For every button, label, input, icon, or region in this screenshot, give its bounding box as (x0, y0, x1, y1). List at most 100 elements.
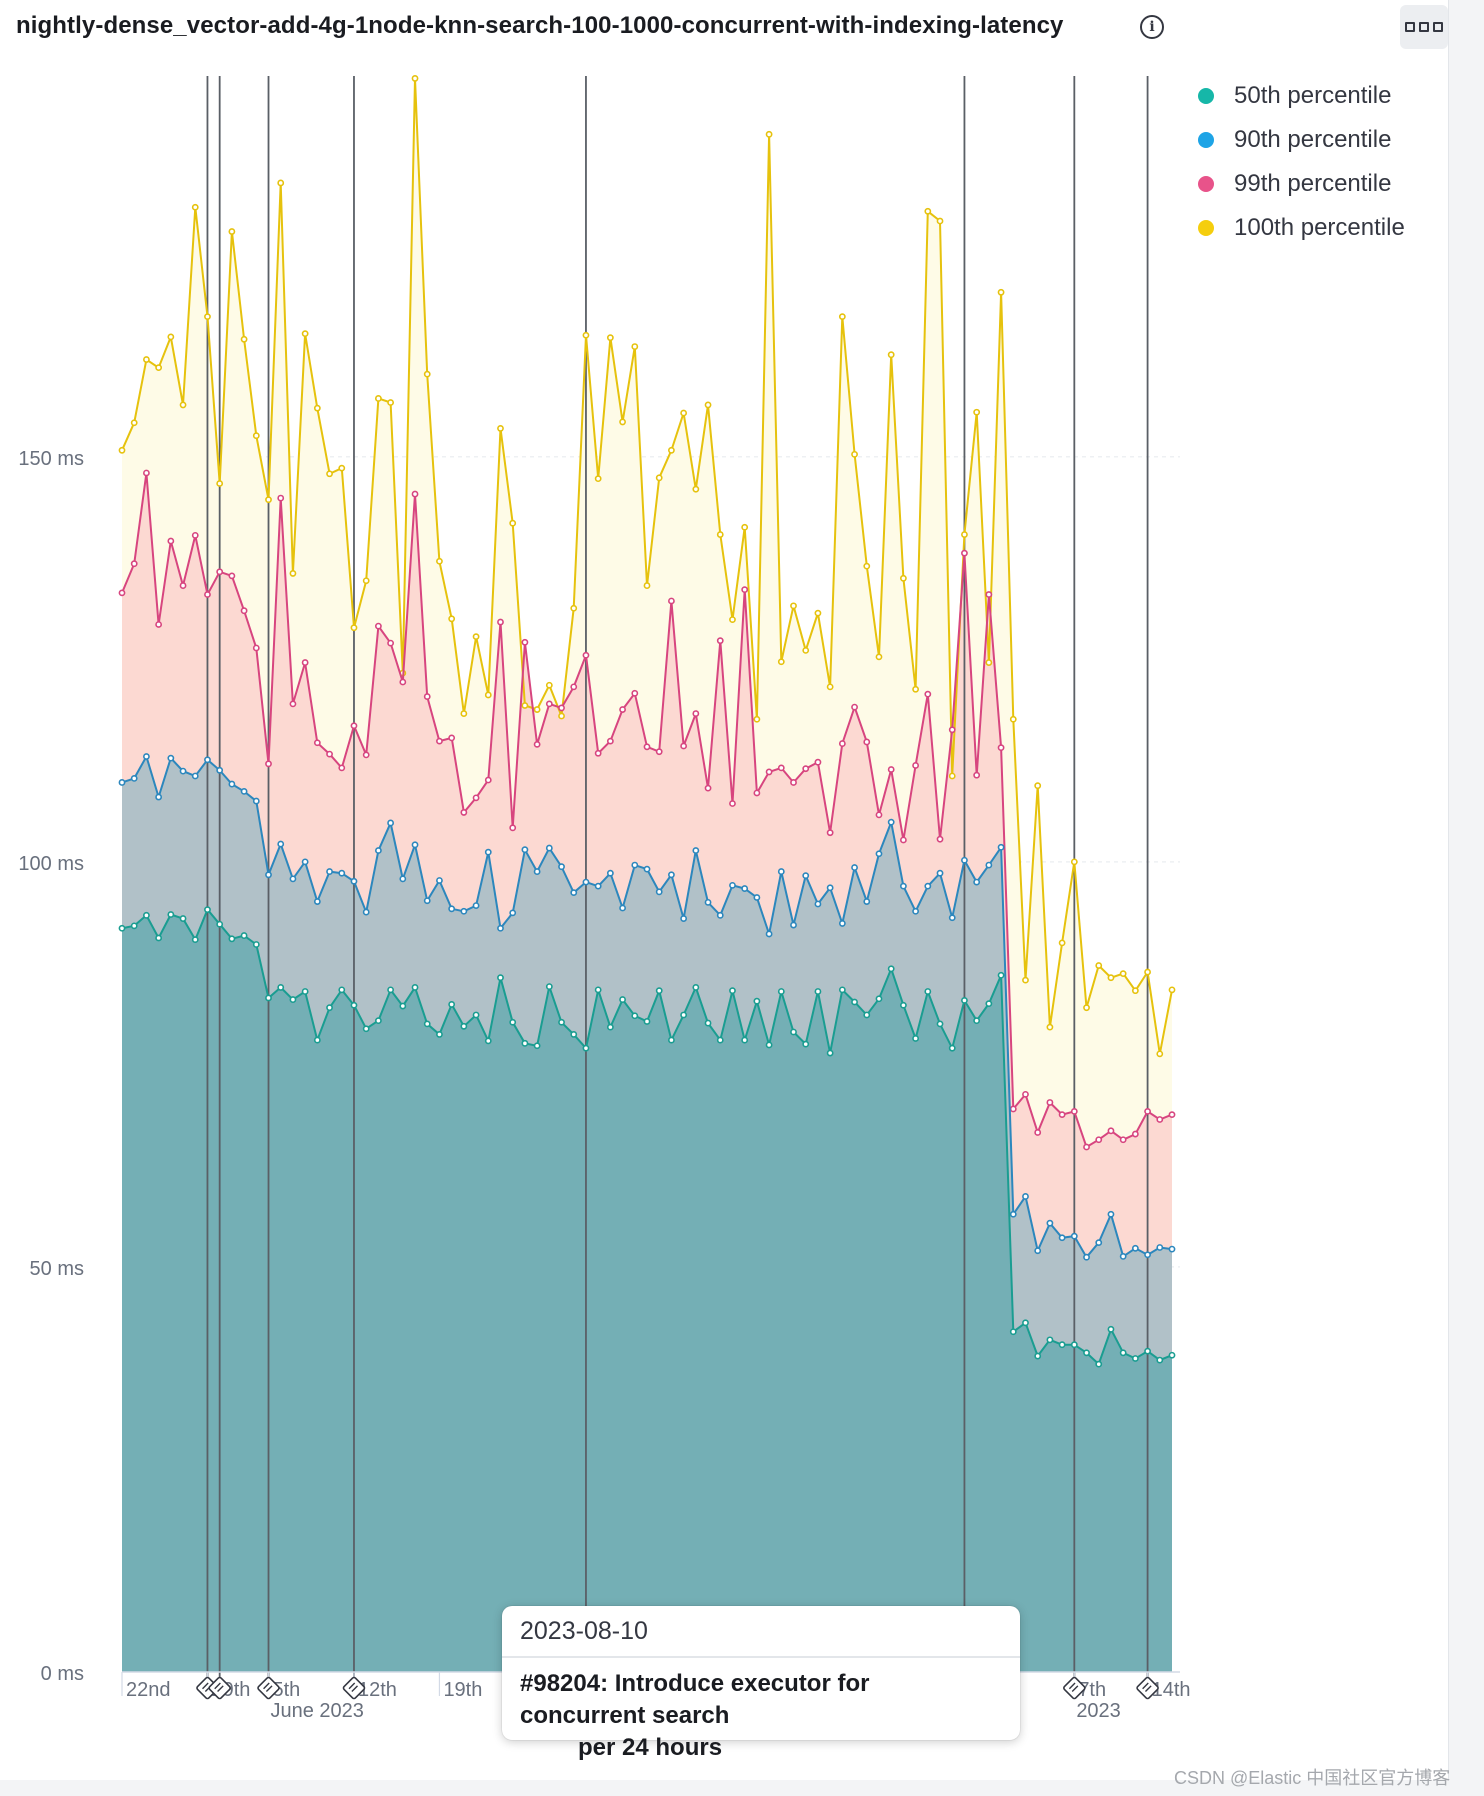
data-point (631, 861, 639, 869)
annotation-marker-icon (342, 1676, 366, 1700)
data-point (570, 604, 578, 612)
data-point (362, 908, 370, 916)
data-point (326, 1004, 333, 1012)
y-tick-label: 50 ms (30, 1258, 84, 1280)
data-point (1144, 1347, 1151, 1355)
data-point (350, 1001, 358, 1009)
x-tick-label: 5th (273, 1679, 301, 1701)
data-point (912, 762, 920, 769)
data-point (411, 841, 419, 849)
data-point (863, 562, 871, 570)
legend-item-p99[interactable]: 99th percentile (1190, 162, 1405, 206)
data-point (1083, 1253, 1090, 1261)
data-point (594, 475, 602, 483)
data-point (1144, 1107, 1151, 1115)
data-point (1131, 1355, 1139, 1362)
watermark: CSDN @Elastic 中国社区官方博客 (1174, 1768, 1451, 1788)
data-point (668, 446, 675, 454)
x-tick-label: 19th (443, 1679, 482, 1701)
data-point (191, 936, 199, 944)
data-point (497, 974, 504, 982)
data-point (423, 370, 431, 378)
data-point (252, 941, 260, 948)
data-point (826, 884, 834, 892)
data-point (240, 787, 248, 795)
info-icon[interactable]: i (1140, 15, 1164, 39)
data-point (729, 616, 736, 624)
data-point (729, 987, 736, 995)
data-point (1168, 986, 1176, 994)
data-point (1119, 970, 1127, 978)
annotation-marker-stripe (202, 1682, 209, 1690)
panel-options-button[interactable] (1400, 5, 1448, 49)
data-point (863, 738, 871, 746)
data-point (1009, 1105, 1017, 1113)
data-point (179, 767, 187, 775)
data-point (961, 996, 968, 1004)
data-point (802, 1040, 810, 1048)
data-point (631, 1012, 639, 1020)
data-point (936, 835, 944, 843)
legend-swatch (1198, 176, 1214, 192)
data-point (167, 911, 175, 918)
data-point (423, 897, 431, 905)
data-point (289, 700, 297, 708)
data-point (1168, 1351, 1176, 1359)
data-point (899, 1001, 907, 1009)
data-point (423, 1020, 431, 1028)
data-point (1046, 1023, 1054, 1031)
data-point (655, 987, 663, 995)
x-secondary-label: June 2023 (271, 1700, 364, 1722)
annotation-marker-stripe (263, 1682, 270, 1690)
data-point (997, 288, 1005, 296)
data-point (1034, 1129, 1042, 1136)
legend-item-p90[interactable]: 90th percentile (1190, 118, 1405, 162)
data-point (545, 681, 553, 689)
data-point (753, 894, 761, 901)
data-point (838, 920, 846, 927)
data-point (118, 589, 126, 597)
data-point (143, 911, 150, 919)
data-point (570, 889, 578, 897)
chart-legend: 50th percentile 90th percentile 99th per… (1190, 74, 1405, 250)
data-point (680, 915, 688, 922)
data-point (704, 401, 712, 409)
data-point (1034, 782, 1042, 790)
data-point (643, 1018, 651, 1025)
data-point (460, 907, 468, 915)
legend-swatch (1198, 220, 1214, 236)
data-point (582, 331, 590, 339)
area-50th-percentile (122, 909, 1172, 1672)
legend-item-p50[interactable]: 50th percentile (1190, 74, 1405, 118)
data-point (1022, 1193, 1029, 1200)
data-point (997, 971, 1005, 979)
data-point (1156, 1116, 1164, 1123)
data-point (130, 560, 138, 568)
data-point (497, 924, 504, 932)
data-point (704, 784, 712, 792)
data-point (484, 691, 492, 699)
data-point (1046, 1099, 1054, 1106)
legend-label: 90th percentile (1234, 126, 1392, 153)
interval-label: per 24 hours (578, 1734, 723, 1761)
data-point (289, 996, 297, 1003)
data-point (985, 1000, 993, 1008)
data-point (692, 710, 700, 717)
data-point (1009, 1210, 1017, 1218)
data-point (179, 582, 187, 589)
legend-item-p100[interactable]: 100th percentile (1190, 206, 1405, 250)
data-point (374, 395, 382, 402)
data-point (448, 615, 456, 623)
data-point (668, 597, 675, 605)
data-point (1083, 1004, 1090, 1012)
data-point (1046, 1219, 1054, 1227)
series-points (118, 906, 1176, 1368)
data-point (350, 722, 358, 730)
data-point (741, 1036, 749, 1044)
data-point (533, 1042, 541, 1050)
data-point (790, 921, 797, 929)
data-point (1156, 1244, 1164, 1251)
data-point (1058, 1111, 1066, 1119)
data-point (887, 351, 895, 359)
